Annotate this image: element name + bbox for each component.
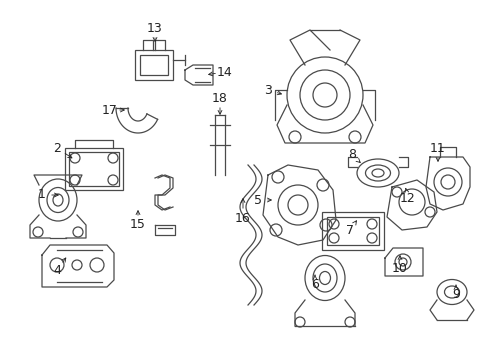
Text: 15: 15 [130,219,145,231]
Text: 6: 6 [310,279,318,292]
Text: 18: 18 [212,91,227,104]
Text: 2: 2 [53,141,61,154]
Text: 11: 11 [429,141,445,154]
Bar [140,55,168,75]
Text: 16: 16 [235,211,250,225]
Bar [321,212,383,250]
Text: 4: 4 [53,264,61,276]
Bar [65,148,123,190]
Text: 13: 13 [147,22,163,35]
Text: 12: 12 [399,192,415,204]
Text: 7: 7 [346,224,353,237]
Text: 17: 17 [102,104,118,117]
Text: 10: 10 [391,261,407,274]
Bar [326,217,378,245]
Text: 9: 9 [451,288,459,302]
Bar [69,152,119,186]
Bar [135,50,173,80]
Text: 1: 1 [38,189,46,202]
Text: 14: 14 [217,66,232,78]
Text: 5: 5 [253,194,262,207]
Text: 3: 3 [264,84,271,96]
Text: 8: 8 [347,148,355,162]
